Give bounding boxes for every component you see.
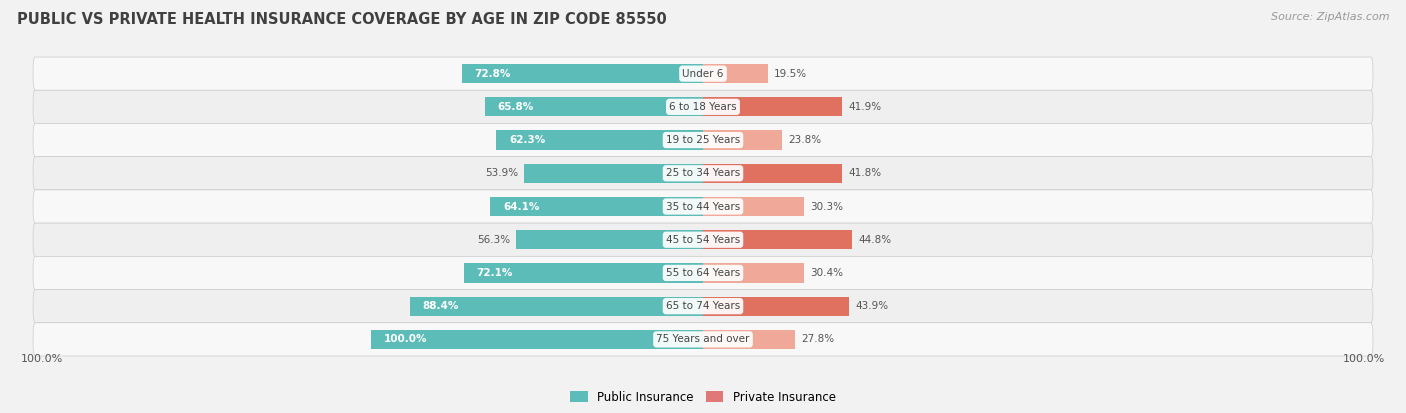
Text: 72.1%: 72.1% bbox=[477, 268, 513, 278]
Text: 88.4%: 88.4% bbox=[423, 301, 458, 311]
Text: 19.5%: 19.5% bbox=[775, 69, 807, 78]
Text: 44.8%: 44.8% bbox=[858, 235, 891, 245]
Bar bbox=[371, 330, 703, 349]
FancyBboxPatch shape bbox=[34, 190, 1372, 223]
Bar bbox=[703, 297, 849, 316]
FancyBboxPatch shape bbox=[34, 323, 1372, 356]
Text: 6 to 18 Years: 6 to 18 Years bbox=[669, 102, 737, 112]
Bar bbox=[409, 297, 703, 316]
Text: Source: ZipAtlas.com: Source: ZipAtlas.com bbox=[1271, 12, 1389, 22]
Text: 25 to 34 Years: 25 to 34 Years bbox=[666, 168, 740, 178]
Bar bbox=[496, 131, 703, 150]
Bar bbox=[703, 330, 796, 349]
Text: 27.8%: 27.8% bbox=[801, 335, 835, 344]
Text: 55 to 64 Years: 55 to 64 Years bbox=[666, 268, 740, 278]
Bar bbox=[516, 230, 703, 249]
FancyBboxPatch shape bbox=[34, 57, 1372, 90]
Text: 100.0%: 100.0% bbox=[21, 354, 63, 363]
Bar bbox=[703, 263, 804, 282]
Text: 64.1%: 64.1% bbox=[503, 202, 540, 211]
Text: 30.4%: 30.4% bbox=[810, 268, 844, 278]
FancyBboxPatch shape bbox=[34, 290, 1372, 323]
Bar bbox=[524, 164, 703, 183]
Text: 41.9%: 41.9% bbox=[848, 102, 882, 112]
Bar bbox=[491, 197, 703, 216]
Bar bbox=[703, 164, 842, 183]
Text: 35 to 44 Years: 35 to 44 Years bbox=[666, 202, 740, 211]
Legend: Public Insurance, Private Insurance: Public Insurance, Private Insurance bbox=[565, 386, 841, 408]
Text: 62.3%: 62.3% bbox=[509, 135, 546, 145]
Bar bbox=[703, 97, 842, 116]
Text: 65 to 74 Years: 65 to 74 Years bbox=[666, 301, 740, 311]
Text: Under 6: Under 6 bbox=[682, 69, 724, 78]
Text: 19 to 25 Years: 19 to 25 Years bbox=[666, 135, 740, 145]
Bar bbox=[464, 263, 703, 282]
Bar bbox=[703, 64, 768, 83]
Text: 65.8%: 65.8% bbox=[498, 102, 534, 112]
FancyBboxPatch shape bbox=[34, 123, 1372, 157]
FancyBboxPatch shape bbox=[34, 256, 1372, 290]
Text: PUBLIC VS PRIVATE HEALTH INSURANCE COVERAGE BY AGE IN ZIP CODE 85550: PUBLIC VS PRIVATE HEALTH INSURANCE COVER… bbox=[17, 12, 666, 27]
FancyBboxPatch shape bbox=[34, 157, 1372, 190]
Bar bbox=[703, 131, 782, 150]
Text: 56.3%: 56.3% bbox=[477, 235, 510, 245]
Text: 30.3%: 30.3% bbox=[810, 202, 842, 211]
Text: 53.9%: 53.9% bbox=[485, 168, 517, 178]
Bar bbox=[703, 197, 803, 216]
Text: 100.0%: 100.0% bbox=[384, 335, 427, 344]
FancyBboxPatch shape bbox=[34, 223, 1372, 256]
Text: 43.9%: 43.9% bbox=[855, 301, 889, 311]
Text: 72.8%: 72.8% bbox=[474, 69, 510, 78]
Text: 45 to 54 Years: 45 to 54 Years bbox=[666, 235, 740, 245]
Bar bbox=[485, 97, 703, 116]
FancyBboxPatch shape bbox=[34, 90, 1372, 123]
Text: 100.0%: 100.0% bbox=[1343, 354, 1385, 363]
Bar bbox=[461, 64, 703, 83]
Text: 23.8%: 23.8% bbox=[789, 135, 821, 145]
Bar bbox=[703, 230, 852, 249]
Text: 41.8%: 41.8% bbox=[848, 168, 882, 178]
Text: 75 Years and over: 75 Years and over bbox=[657, 335, 749, 344]
